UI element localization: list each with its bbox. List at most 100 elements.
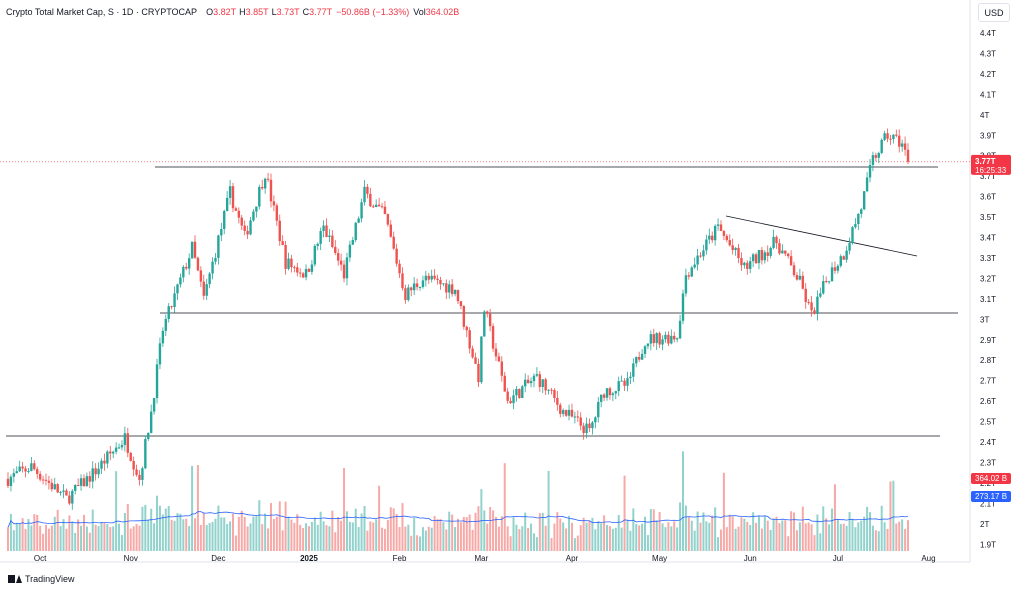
- volume-bar: [863, 516, 866, 551]
- volume-bar: [445, 529, 448, 551]
- volume-bar: [202, 512, 205, 551]
- volume-bar: [363, 505, 366, 551]
- candle-body: [351, 240, 355, 245]
- volume-bar: [489, 507, 492, 551]
- candle-body: [109, 451, 112, 454]
- candle-body: [822, 281, 825, 294]
- candle-body: [322, 225, 325, 232]
- candle-body: [97, 468, 100, 475]
- candle-body: [468, 330, 471, 349]
- candle-body: [611, 393, 615, 396]
- candle-body: [681, 293, 685, 321]
- volume-bar: [278, 501, 281, 551]
- candle-body: [749, 261, 752, 269]
- candle-body: [599, 394, 603, 402]
- volume-bar: [392, 508, 395, 551]
- volume-bar: [816, 514, 819, 551]
- candle-body: [532, 375, 536, 382]
- volume-bar: [719, 529, 722, 551]
- volume-bar: [47, 528, 50, 551]
- candle-body: [439, 279, 442, 285]
- candle-body: [509, 400, 512, 404]
- candle-body: [629, 376, 632, 379]
- candle-body: [424, 275, 428, 281]
- candle-body: [819, 293, 822, 297]
- volume-bar: [492, 510, 495, 551]
- y-tick-label: 2.1T: [980, 499, 996, 508]
- candle-body: [85, 476, 89, 487]
- candle-body: [205, 284, 208, 296]
- candle-body: [857, 213, 860, 225]
- candle-body: [249, 220, 252, 235]
- volume-bar: [226, 524, 229, 551]
- candle-body: [196, 257, 200, 271]
- volume-bar: [772, 518, 775, 551]
- candle-body: [386, 214, 390, 225]
- volume-bar: [132, 526, 135, 551]
- volume-bar: [68, 515, 71, 551]
- candle-body: [313, 245, 317, 265]
- volume-bar: [652, 509, 655, 551]
- candle-body: [898, 135, 901, 147]
- volume-bar: [30, 525, 33, 551]
- candle-body: [895, 134, 898, 136]
- volume-bar: [646, 535, 649, 551]
- volume-bar: [471, 529, 474, 551]
- volume-bar: [544, 525, 547, 551]
- candle-body: [801, 275, 805, 289]
- volume-bar: [120, 535, 123, 551]
- candle-body: [699, 255, 702, 257]
- candle-body: [220, 229, 223, 236]
- candle-body: [310, 264, 314, 272]
- volume-bar: [801, 506, 804, 551]
- candle-body: [886, 133, 889, 139]
- volume-bar: [112, 526, 115, 551]
- candle-body: [573, 416, 577, 418]
- volume-bar: [673, 521, 676, 551]
- candle-body: [778, 243, 781, 254]
- volume-bar: [319, 511, 322, 551]
- candle-body: [33, 463, 36, 470]
- volume-bar: [109, 527, 112, 551]
- candle-body: [293, 267, 296, 269]
- volume-bar: [18, 523, 21, 551]
- volume-bar: [629, 530, 632, 551]
- volume-bar: [880, 505, 883, 551]
- candle-body: [687, 275, 691, 277]
- volume-bar: [223, 517, 226, 551]
- volume-bar: [693, 530, 696, 551]
- y-tick-label: 3.9T: [980, 131, 996, 140]
- volume-bar: [42, 533, 45, 551]
- volume-bar: [123, 512, 126, 551]
- candle-body: [38, 473, 42, 480]
- x-tick-label: Mar: [474, 554, 488, 563]
- volume-bar: [328, 526, 331, 551]
- volume-bar: [249, 523, 252, 551]
- candle-body: [711, 235, 714, 241]
- candle-body: [877, 152, 880, 158]
- volume-bar: [725, 527, 728, 551]
- y-tick-label: 4.3T: [980, 49, 996, 58]
- volume-bar: [515, 524, 518, 551]
- candle-body: [874, 155, 878, 158]
- volume-bar: [164, 508, 167, 551]
- volume-bar: [59, 526, 62, 551]
- volume-bar: [635, 524, 638, 551]
- tradingview-logo[interactable]: TradingView: [8, 574, 75, 584]
- countdown-label: 16:25:33: [975, 166, 1007, 175]
- volume-bar: [734, 528, 737, 551]
- volume-bar: [524, 512, 527, 551]
- y-tick-label: 1.9T: [980, 540, 996, 549]
- candle-body: [845, 250, 848, 260]
- candle-body: [199, 270, 203, 282]
- candle-body: [290, 258, 293, 268]
- volume-ma-badge: [971, 491, 1011, 502]
- candle-body: [865, 177, 869, 192]
- tradingview-icon: [8, 575, 22, 583]
- y-tick-label: 4.2T: [980, 70, 996, 79]
- candle-body: [231, 186, 235, 209]
- candle-body: [833, 267, 837, 271]
- currency-button[interactable]: USD: [978, 3, 1010, 22]
- volume-bar: [886, 528, 889, 551]
